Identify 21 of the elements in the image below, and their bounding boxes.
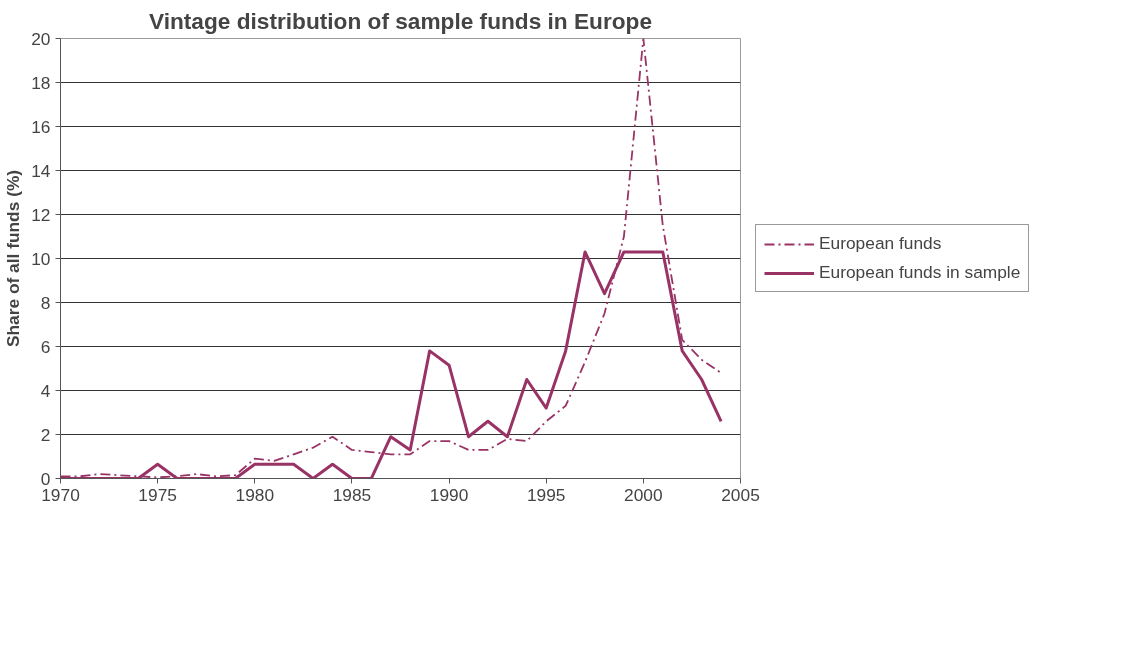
y-axis-title: Share of all funds (%) [3, 169, 24, 348]
y-tick-label: 6 [40, 336, 51, 357]
legend-label: European funds [819, 233, 942, 254]
y-tick-label: 14 [31, 160, 51, 181]
x-tick-label: 1985 [332, 484, 372, 505]
y-tick-label: 10 [31, 248, 51, 269]
x-tick-label: 1990 [429, 484, 469, 505]
y-tick-label: 4 [40, 380, 51, 401]
x-tick-label: 2005 [721, 484, 760, 505]
x-tick-label: 2000 [624, 484, 663, 505]
chart-title: Vintage distribution of sample funds in Europe [148, 7, 653, 34]
y-tick-label: 18 [31, 72, 51, 93]
x-tick-label: 1975 [138, 484, 177, 505]
y-tick-label: 8 [40, 292, 51, 313]
y-tick-label: 2 [40, 424, 51, 445]
legend-label: European funds in sample [819, 262, 1021, 283]
x-tick-label: 1995 [526, 484, 566, 505]
y-tick-label: 16 [31, 116, 51, 137]
y-tick-label: 12 [31, 204, 51, 225]
x-tick-label: 1980 [235, 484, 275, 505]
y-tick-label: 20 [31, 28, 51, 49]
